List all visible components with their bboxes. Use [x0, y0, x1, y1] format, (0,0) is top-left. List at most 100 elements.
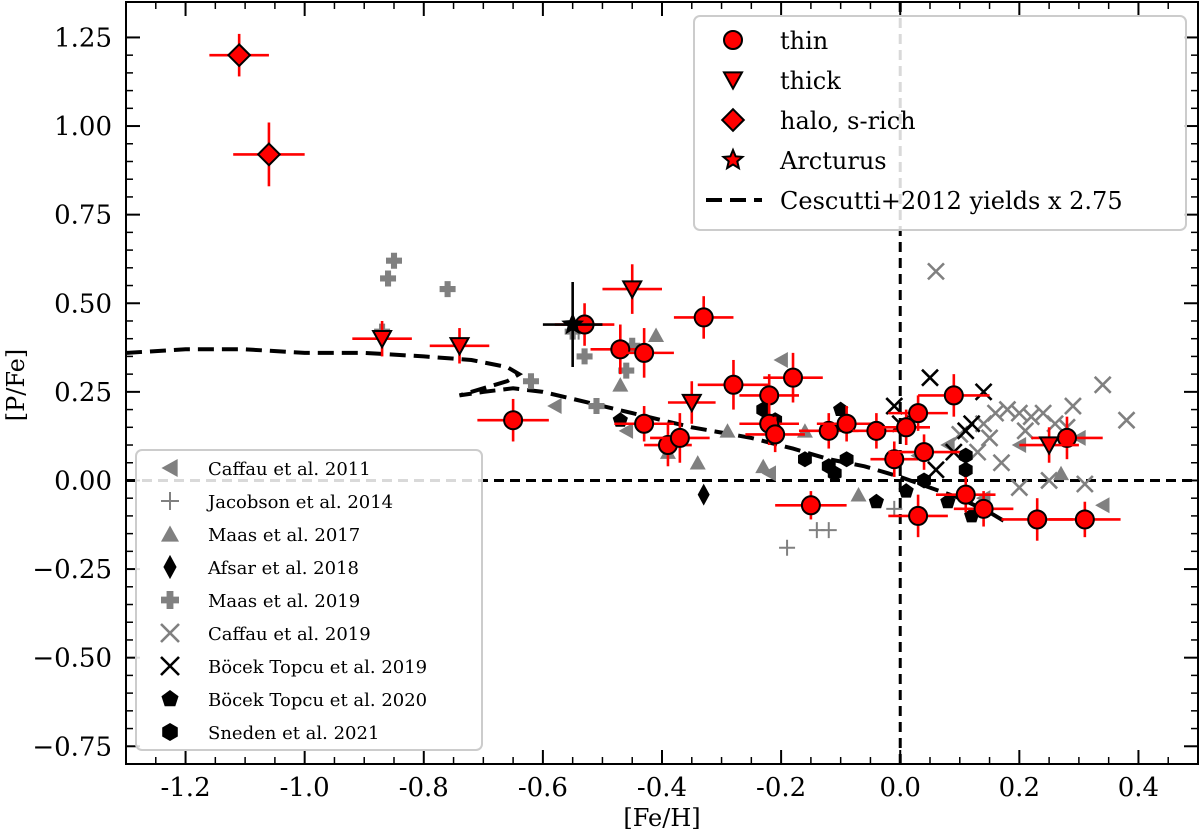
data-point	[1010, 478, 1029, 497]
data-point	[612, 377, 629, 392]
legend-main-label: thick	[780, 67, 841, 95]
data-point	[755, 458, 772, 474]
legend-marker-star	[721, 147, 745, 171]
data-point	[908, 403, 929, 424]
y-tick-label: 0.75	[54, 201, 112, 231]
data-point	[1074, 509, 1095, 530]
x-tick-label: -0.6	[518, 773, 568, 803]
data-point	[1027, 509, 1048, 530]
data-point	[371, 330, 393, 350]
data-point	[998, 400, 1017, 419]
series-afsar-et-al-2018	[697, 483, 710, 506]
legend-main-label: thin	[780, 27, 828, 55]
data-point	[648, 327, 665, 342]
data-point	[561, 312, 585, 335]
data-point	[908, 505, 929, 526]
data-point	[1093, 375, 1112, 394]
x-tick-label: -0.8	[399, 773, 449, 803]
legend-literature-label: Böcek Topcu et al. 2020	[208, 690, 427, 711]
data-point	[955, 484, 976, 505]
series-thick	[352, 264, 1079, 463]
legend-main-label: halo, s-rich	[780, 107, 916, 135]
legend-main-frame	[693, 15, 1187, 231]
data-point	[943, 385, 964, 406]
data-point	[836, 413, 857, 434]
data-point	[921, 368, 939, 387]
data-point	[820, 522, 837, 539]
data-point	[917, 472, 931, 489]
data-point	[719, 423, 736, 438]
data-point	[689, 455, 706, 470]
data-point	[759, 385, 780, 406]
y-tick-label: 0.50	[54, 289, 112, 319]
data-point	[850, 487, 867, 502]
x-tick-label: -1.2	[160, 773, 210, 803]
legend-marker-plus-thin	[161, 492, 179, 510]
y-tick-label: −0.25	[32, 555, 112, 585]
data-point	[1011, 437, 1027, 454]
data-point	[868, 493, 885, 509]
data-point	[1040, 471, 1059, 490]
data-point	[839, 451, 854, 468]
legend-literature-label: Caffau et al. 2019	[208, 624, 371, 645]
data-point	[761, 465, 776, 482]
data-point	[927, 262, 945, 281]
data-point	[974, 382, 993, 401]
data-point	[380, 270, 397, 287]
data-point	[765, 424, 786, 445]
data-point	[886, 500, 903, 517]
data-point	[980, 429, 999, 447]
data-point	[503, 410, 524, 431]
data-point	[621, 280, 643, 300]
data-point	[818, 420, 839, 441]
data-point	[576, 348, 593, 365]
series-thin	[477, 296, 1121, 541]
data-point	[958, 461, 973, 478]
legend-marker-thin-diamond	[163, 554, 177, 580]
legend-marker-triangle-down	[722, 71, 744, 91]
data-point	[588, 398, 605, 415]
data-point	[986, 404, 1005, 423]
legend-literature-label: Sneden et al. 2021	[208, 723, 379, 744]
x-tick-label: 0.4	[1118, 773, 1159, 803]
legend-literature-label: Afsar et al. 2018	[207, 558, 359, 579]
series-halo-s-rich	[209, 33, 305, 187]
data-point	[439, 281, 456, 298]
axes: -1.2 -1.0 -0.8 -0.6 -0.4 -0.2 0.0 0.2 0.4 1.25 1.0…	[32, 1, 1199, 803]
data-point	[1064, 397, 1082, 415]
legend-marker-triangle-left	[161, 459, 178, 477]
legend-marker-pentagon	[161, 690, 179, 707]
data-point	[669, 427, 690, 448]
legend-main-label: Arcturus	[779, 147, 887, 175]
model-curve	[125, 347, 1009, 525]
legend-marker-diamond	[720, 107, 746, 133]
data-point	[723, 374, 744, 395]
y-tick-label: 1.00	[54, 112, 112, 142]
x-axis-label: [Fe/H]	[623, 804, 700, 830]
data-point	[1075, 475, 1094, 493]
data-point	[958, 447, 973, 464]
legend-literature: Caffau et al. 2011 Jacobson et al. 2014 Ma…	[135, 449, 483, 751]
data-point	[1010, 404, 1029, 423]
data-point	[697, 483, 710, 506]
y-tick-label: 1.25	[54, 23, 112, 53]
legend-marker-x	[160, 623, 180, 643]
data-point	[634, 413, 655, 434]
x-tick-label: 0.0	[880, 773, 921, 803]
legend-marker-x	[160, 656, 180, 676]
data-point	[798, 451, 812, 468]
legend-literature-label: Böcek Topcu et al. 2019	[208, 657, 427, 678]
data-point	[681, 393, 703, 414]
data-point	[898, 483, 914, 498]
legend-marker-plus-filled	[161, 591, 179, 609]
data-point	[522, 373, 539, 390]
data-point	[927, 460, 945, 479]
data-point	[226, 42, 252, 68]
legend-literature-label: Maas et al. 2019	[208, 591, 360, 612]
data-point	[448, 337, 471, 357]
data-point	[940, 493, 956, 509]
data-point	[624, 337, 641, 354]
legend-marker-hexagon	[162, 723, 178, 741]
data-point	[1016, 421, 1035, 440]
